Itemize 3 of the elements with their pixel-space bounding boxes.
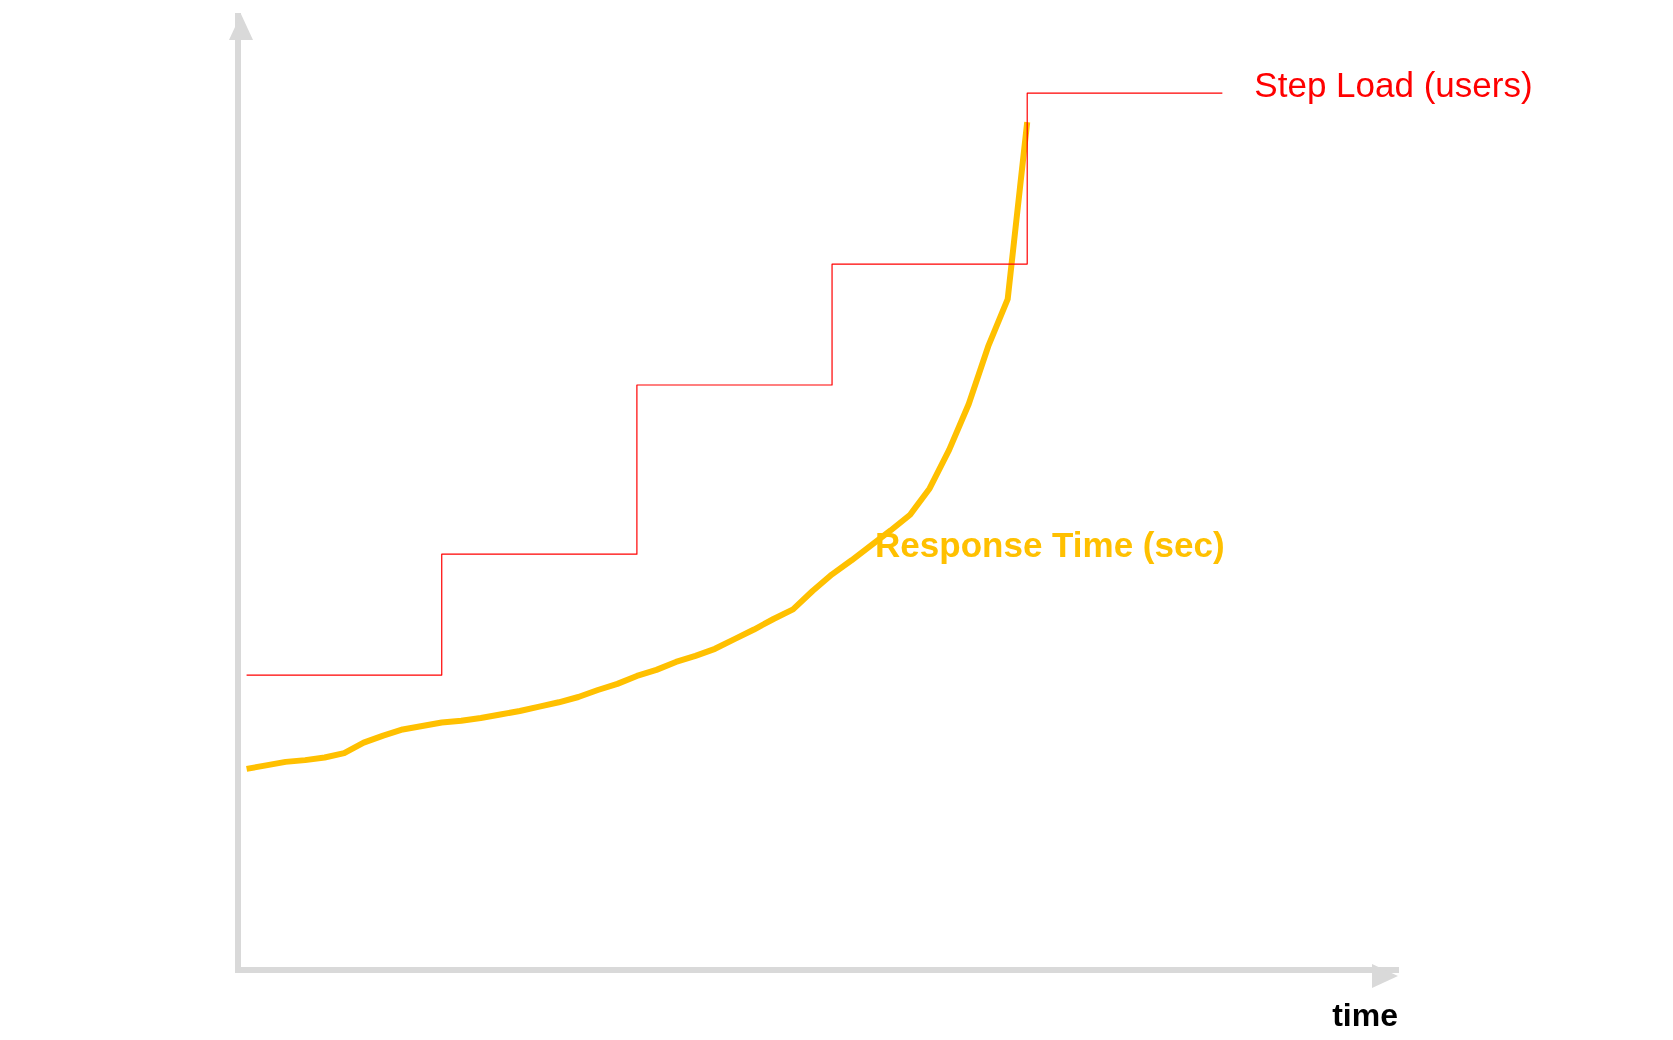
series-label: Step Load (users)	[1254, 64, 1533, 104]
series-label: Response Time (sec)	[875, 525, 1225, 565]
x-axis-title: time	[1332, 996, 1398, 1033]
